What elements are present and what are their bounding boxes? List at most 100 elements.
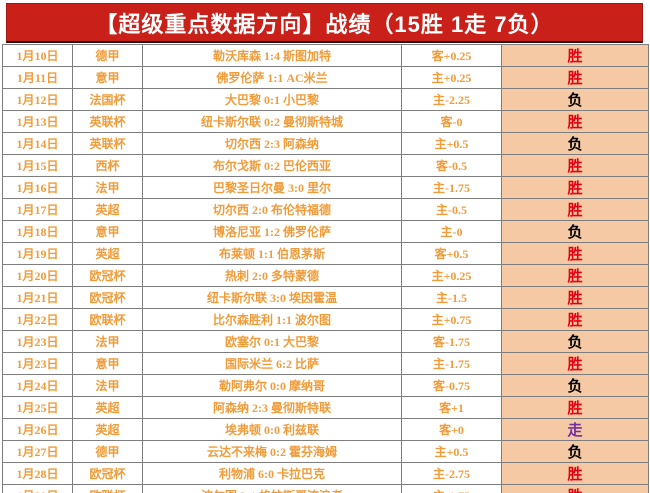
match-cell: 巴黎圣日尔曼 3:0 里尔 — [142, 176, 402, 199]
table-row: 1月28日 欧冠杯 利物浦 6:0 卡拉巴克 主-2.75 胜 — [2, 462, 649, 485]
match-cell: 波尔图 3:1 格拉斯哥流浪者 — [142, 484, 402, 493]
league-cell: 意甲 — [72, 220, 143, 243]
handicap-cell: 主+0.75 — [401, 308, 502, 331]
result-cell: 负 — [501, 374, 649, 397]
table-row: 1月11日 意甲 佛罗伦萨 1:1 AC米兰 主+0.25 胜 — [2, 66, 649, 89]
results-table: 1月10日 德甲 勒沃库森 1:4 斯图加特 客+0.25 胜 1月11日 意甲… — [2, 44, 649, 493]
match-cell: 纽卡斯尔联 0:2 曼彻斯特城 — [142, 110, 402, 133]
result-cell: 胜 — [501, 110, 649, 133]
league-cell: 欧联杯 — [72, 308, 143, 331]
handicap-cell: 客-0 — [401, 110, 502, 133]
table-row: 1月18日 意甲 博洛尼亚 1:2 佛罗伦萨 主-0 负 — [2, 220, 649, 243]
handicap-cell: 客+0 — [401, 418, 502, 441]
league-cell: 英超 — [72, 418, 143, 441]
handicap-cell: 主+0.5 — [401, 132, 502, 155]
league-cell: 意甲 — [72, 352, 143, 375]
league-cell: 德甲 — [72, 44, 143, 67]
league-cell: 英联杯 — [72, 132, 143, 155]
table-row: 1月14日 英联杯 切尔西 2:3 阿森纳 主+0.5 负 — [2, 132, 649, 155]
date-cell: 1月19日 — [2, 242, 73, 265]
table-row: 1月22日 欧联杯 比尔森胜利 1:1 波尔图 主+0.75 胜 — [2, 308, 649, 331]
result-cell: 负 — [501, 220, 649, 243]
handicap-cell: 主-0 — [401, 220, 502, 243]
date-cell: 1月21日 — [2, 286, 73, 309]
result-cell: 负 — [501, 88, 649, 111]
match-cell: 勒沃库森 1:4 斯图加特 — [142, 44, 402, 67]
handicap-cell: 客+1 — [401, 396, 502, 419]
league-cell: 英超 — [72, 198, 143, 221]
date-cell: 1月28日 — [2, 462, 73, 485]
result-cell: 胜 — [501, 396, 649, 419]
table-row: 1月12日 法国杯 大巴黎 0:1 小巴黎 主-2.25 负 — [2, 88, 649, 111]
date-cell: 1月22日 — [2, 308, 73, 331]
match-cell: 比尔森胜利 1:1 波尔图 — [142, 308, 402, 331]
result-cell: 胜 — [501, 352, 649, 375]
match-cell: 佛罗伦萨 1:1 AC米兰 — [142, 66, 402, 89]
result-cell: 胜 — [501, 462, 649, 485]
date-cell: 1月12日 — [2, 88, 73, 111]
league-cell: 欧冠杯 — [72, 286, 143, 309]
match-cell: 云达不来梅 0:2 霍芬海姆 — [142, 440, 402, 463]
table-row: 1月23日 法甲 欧塞尔 0:1 大巴黎 客-1.75 负 — [2, 330, 649, 353]
match-cell: 博洛尼亚 1:2 佛罗伦萨 — [142, 220, 402, 243]
date-cell: 1月27日 — [2, 440, 73, 463]
match-cell: 纽卡斯尔联 3:0 埃因霍温 — [142, 286, 402, 309]
result-cell: 胜 — [501, 308, 649, 331]
date-cell: 1月20日 — [2, 264, 73, 287]
result-cell: 胜 — [501, 264, 649, 287]
table-row: 1月15日 西杯 布尔戈斯 0:2 巴伦西亚 客-0.5 胜 — [2, 154, 649, 177]
table-row: 1月25日 英超 阿森纳 2:3 曼彻斯特联 客+1 胜 — [2, 396, 649, 419]
table-row: 1月23日 意甲 国际米兰 6:2 比萨 主-1.75 胜 — [2, 352, 649, 375]
result-cell: 胜 — [501, 242, 649, 265]
league-cell: 法甲 — [72, 176, 143, 199]
match-cell: 利物浦 6:0 卡拉巴克 — [142, 462, 402, 485]
date-cell: 1月17日 — [2, 198, 73, 221]
handicap-cell: 主+0.25 — [401, 264, 502, 287]
date-cell: 1月26日 — [2, 418, 73, 441]
league-cell: 德甲 — [72, 440, 143, 463]
table-row: 1月21日 欧冠杯 纽卡斯尔联 3:0 埃因霍温 主-1.5 胜 — [2, 286, 649, 309]
date-cell: 1月13日 — [2, 110, 73, 133]
table-row: 1月13日 英联杯 纽卡斯尔联 0:2 曼彻斯特城 客-0 胜 — [2, 110, 649, 133]
handicap-cell: 客-0.5 — [401, 154, 502, 177]
handicap-cell: 主+0.25 — [401, 66, 502, 89]
match-cell: 埃弗顿 0:0 利兹联 — [142, 418, 402, 441]
league-cell: 法国杯 — [72, 88, 143, 111]
date-cell: 1月23日 — [2, 330, 73, 353]
handicap-cell: 主-1.75 — [401, 352, 502, 375]
match-cell: 勒阿弗尔 0:0 摩纳哥 — [142, 374, 402, 397]
handicap-cell: 客-1.75 — [401, 330, 502, 353]
date-cell: 1月29日 — [2, 484, 73, 493]
league-cell: 英超 — [72, 242, 143, 265]
handicap-cell: 主+0.5 — [401, 440, 502, 463]
result-cell: 胜 — [501, 154, 649, 177]
table-row: 1月20日 欧冠杯 热刺 2:0 多特蒙德 主+0.25 胜 — [2, 264, 649, 287]
result-cell: 胜 — [501, 286, 649, 309]
handicap-cell: 客-0.75 — [401, 374, 502, 397]
match-cell: 切尔西 2:0 布伦特福德 — [142, 198, 402, 221]
date-cell: 1月16日 — [2, 176, 73, 199]
table-row: 1月19日 英超 布莱顿 1:1 伯恩茅斯 客+0.5 胜 — [2, 242, 649, 265]
league-cell: 西杯 — [72, 154, 143, 177]
result-cell: 胜 — [501, 44, 649, 67]
handicap-cell: 主-1.5 — [401, 286, 502, 309]
date-cell: 1月14日 — [2, 132, 73, 155]
match-cell: 布尔戈斯 0:2 巴伦西亚 — [142, 154, 402, 177]
table-row: 1月24日 法甲 勒阿弗尔 0:0 摩纳哥 客-0.75 负 — [2, 374, 649, 397]
result-cell: 胜 — [501, 66, 649, 89]
handicap-cell: 客+0.25 — [401, 44, 502, 67]
table-row: 1月16日 法甲 巴黎圣日尔曼 3:0 里尔 主-1.75 胜 — [2, 176, 649, 199]
result-cell: 负 — [501, 440, 649, 463]
date-cell: 1月10日 — [2, 44, 73, 67]
table-row: 1月29日 欧联杯 波尔图 3:1 格拉斯哥流浪者 主-1.75 胜 — [2, 484, 649, 493]
result-cell: 走 — [501, 418, 649, 441]
date-cell: 1月25日 — [2, 396, 73, 419]
league-cell: 欧冠杯 — [72, 462, 143, 485]
table-row: 1月27日 德甲 云达不来梅 0:2 霍芬海姆 主+0.5 负 — [2, 440, 649, 463]
league-cell: 英超 — [72, 396, 143, 419]
match-cell: 热刺 2:0 多特蒙德 — [142, 264, 402, 287]
result-cell: 负 — [501, 132, 649, 155]
result-cell: 负 — [501, 330, 649, 353]
league-cell: 欧联杯 — [72, 484, 143, 493]
handicap-cell: 主-1.75 — [401, 176, 502, 199]
